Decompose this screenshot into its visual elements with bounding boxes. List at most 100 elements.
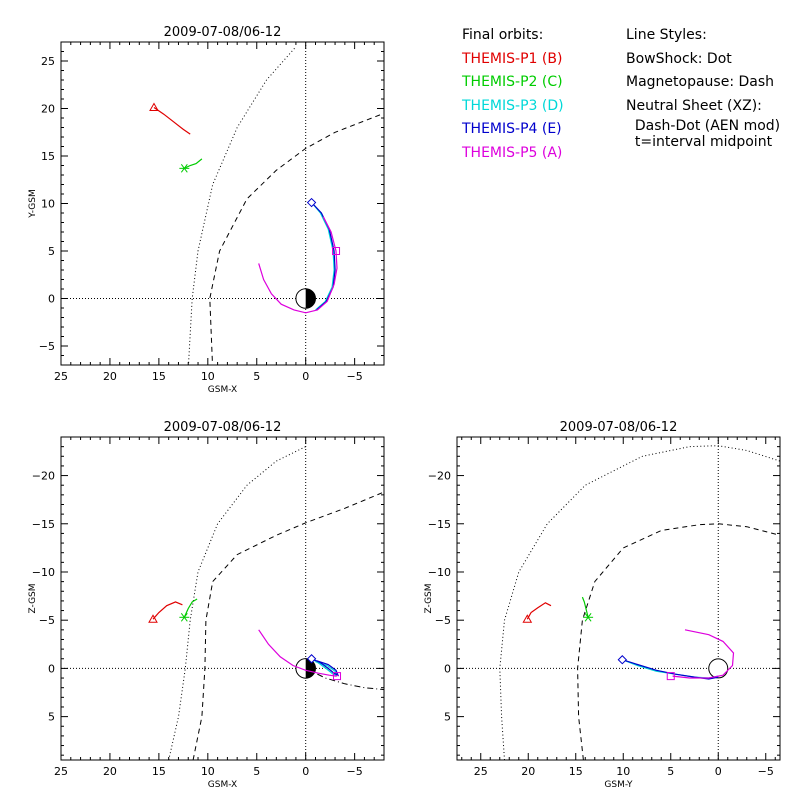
x-tick-label: 20: [103, 370, 117, 383]
x-tick-label: 0: [715, 765, 722, 778]
y-tick-label: 25: [41, 55, 55, 68]
x-tick-label: 5: [667, 765, 674, 778]
y-axis-label: Z-GSM: [28, 583, 38, 613]
panel-yz: 25 20 15 10 5 0 −5 5 0 −5 −10 −15 −20 2009-07-08/06-1…: [424, 420, 781, 790]
y-tick-label: −5: [39, 614, 55, 627]
plot-frame: [456, 436, 781, 761]
y-tick-label: −5: [435, 614, 451, 627]
x-tick-label: −5: [347, 765, 363, 778]
x-axis-label: GSM-X: [208, 385, 237, 395]
orbit-marker-asterisk: [179, 164, 190, 173]
orbit-marker-diamond: [306, 197, 317, 208]
x-tick-label: 25: [54, 370, 68, 383]
y-tick-label: −10: [32, 566, 55, 579]
y-tick-label: 20: [41, 103, 55, 116]
x-tick-label: 10: [616, 765, 630, 778]
legend-probe-p5: THEMIS-P5 (A): [462, 144, 563, 161]
bow-shock-line: [499, 445, 780, 760]
magnetopause-line: [577, 523, 780, 760]
plot-content: [457, 437, 780, 760]
orbit-themis-p5-a-: [258, 216, 338, 314]
x-tick-label: −5: [758, 765, 774, 778]
neutral-sheet-line: [305, 667, 384, 691]
plot-frame: [60, 436, 385, 761]
orbit-themis-p1-b-: [526, 602, 552, 620]
orbit-marker-triangle: [148, 614, 158, 623]
x-tick-label: 10: [201, 765, 215, 778]
orbit-marker-diamond: [306, 654, 317, 664]
line-style-neutral-sheet: Neutral Sheet (XZ):: [626, 97, 762, 114]
legend-probe-p2: THEMIS-P2 (C): [462, 74, 563, 90]
y-tick-label: 5: [48, 245, 55, 258]
line-style-bowshock: BowShock: Dot: [626, 50, 732, 67]
plot-content: [61, 437, 384, 760]
earth-night-side: [305, 658, 316, 679]
asterisk-stroke: [584, 613, 592, 622]
panel-xy: 25 20 15 10 5 0 −5 −5 0 5 10 15 20 25 2009-07-08/06-12…: [28, 25, 385, 395]
magnetopause-line: [192, 491, 384, 760]
y-axis-label: Y-GSM: [28, 189, 38, 218]
y-tick-label: 0: [48, 293, 55, 306]
orbit-themis-p1-b-: [152, 601, 183, 620]
x-axis-label: GSM-X: [208, 780, 237, 790]
orbit-marker-asterisk: [179, 613, 190, 622]
x-axis-label: GSM-Y: [604, 780, 633, 790]
panel-title: 2009-07-08/06-12: [560, 420, 678, 435]
y-tick-label: 10: [41, 198, 55, 211]
orbits-legend: Final orbits: THEMIS-P1 (B) THEMIS-P2 (C…: [462, 24, 564, 165]
panel-title: 2009-07-08/06-12: [164, 420, 282, 435]
y-tick-label: −15: [32, 518, 55, 531]
orbit-marker-asterisk: [583, 613, 594, 622]
orbit-marker-triangle: [149, 102, 159, 112]
orbit-themis-p4-e-: [311, 658, 340, 677]
legend-probe-p1: THEMIS-P1 (B): [462, 50, 563, 67]
line-styles-legend: Line Styles: BowShock: Dot Magnetopause:…: [626, 24, 780, 150]
x-tick-label: 25: [474, 765, 488, 778]
bow-shock-line: [187, 46, 297, 365]
x-tick-label: 5: [253, 765, 260, 778]
orbit-themis-p3-d-: [311, 202, 335, 311]
magnetopause-line: [209, 112, 384, 365]
orbit-themis-p2-c-: [184, 158, 203, 169]
y-tick-label: −15: [428, 518, 451, 531]
panel-xz: 25 20 15 10 5 0 −5 5 0 −5 −10 −15 −20 2009-07-08/06-1…: [28, 420, 385, 790]
line-style-interval-note: t=interval midpoint: [626, 134, 773, 150]
x-tick-label: −5: [347, 370, 363, 383]
orbits-legend-title: Final orbits:: [462, 27, 544, 43]
orbit-themis-p2-c-: [183, 598, 198, 618]
x-tick-label: 15: [569, 765, 583, 778]
plot-content: [61, 42, 384, 365]
panel-title: 2009-07-08/06-12: [164, 25, 282, 40]
x-tick-label: 15: [152, 765, 166, 778]
line-style-neutral-sheet-mod: Dash-Dot (AEN mod): [626, 118, 781, 134]
asterisk-stroke: [180, 164, 188, 173]
y-tick-label: −20: [428, 470, 451, 483]
orbit-marker-square: [333, 672, 342, 681]
x-tick-label: 0: [302, 370, 309, 383]
y-tick-label: 0: [444, 662, 451, 675]
bow-shock-line: [168, 446, 306, 760]
orbit-themis-p3-d-: [311, 658, 339, 677]
x-tick-label: 5: [253, 370, 260, 383]
y-axis-label: Z-GSM: [424, 583, 434, 613]
orbit-themis-p4-e-: [622, 659, 719, 680]
x-tick-label: 10: [201, 370, 215, 383]
orbit-themis-p1-b-: [153, 107, 191, 135]
y-tick-label: 0: [48, 662, 55, 675]
y-tick-label: 5: [444, 711, 451, 724]
orbit-themis-p4-e-: [311, 202, 336, 311]
earth-circle: [708, 658, 729, 679]
legend-probe-p3: THEMIS-P3 (D): [462, 97, 564, 114]
orbit-marker-square: [332, 247, 341, 255]
x-tick-label: 20: [103, 765, 117, 778]
line-styles-title: Line Styles:: [626, 27, 707, 43]
y-tick-label: −20: [32, 470, 55, 483]
asterisk-stroke: [180, 613, 188, 622]
orbit-themis-p2-c-: [581, 596, 589, 618]
x-tick-label: 20: [521, 765, 535, 778]
y-tick-label: −10: [428, 566, 451, 579]
y-tick-label: 5: [48, 711, 55, 724]
x-tick-label: 15: [152, 370, 166, 383]
x-tick-label: 25: [54, 765, 68, 778]
